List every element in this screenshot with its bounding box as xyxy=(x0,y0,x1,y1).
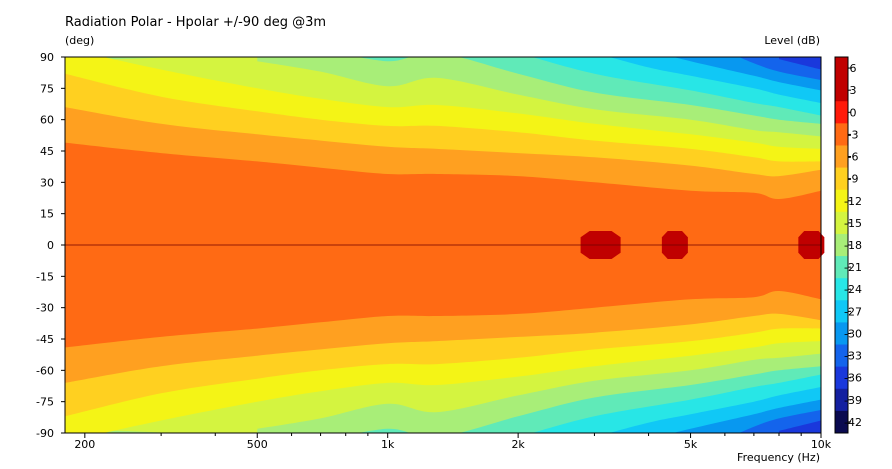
colorbar-swatch xyxy=(835,388,848,412)
colorbar-swatch xyxy=(835,57,848,80)
colorbar-label-5: -9 xyxy=(848,173,859,186)
colorbar-swatch xyxy=(835,344,848,368)
y-tick-label: 60 xyxy=(40,114,54,127)
colorbar xyxy=(835,57,848,434)
y-axis-label: (deg) xyxy=(65,34,94,47)
y-tick-label: -30 xyxy=(36,302,54,315)
x-axis-ticks: 200 500 1k 2k 5k 10k xyxy=(74,433,832,451)
colorbar-label-15: -39 xyxy=(844,394,862,407)
colorbar-label-9: -21 xyxy=(844,261,862,274)
colorbar-label-14: -36 xyxy=(844,372,862,385)
x-tick-label: 5k xyxy=(684,438,698,451)
colorbar-label-1: 3 xyxy=(850,84,857,97)
colorbar-label-2: 0 xyxy=(850,106,857,119)
chart-title: Radiation Polar - Hpolar +/-90 deg @3m xyxy=(65,15,326,30)
colorbar-swatch xyxy=(835,79,848,102)
x-tick-label: 10k xyxy=(811,438,832,451)
colorbar-label-0: 6 xyxy=(850,62,857,75)
colorbar-swatch xyxy=(835,233,848,257)
colorbar-label-3: -3 xyxy=(848,128,859,141)
y-tick-label: -75 xyxy=(36,396,54,409)
colorbar-label-7: -15 xyxy=(844,217,862,230)
colorbar-label-4: -6 xyxy=(848,151,859,164)
y-tick-label: -15 xyxy=(36,270,54,283)
heatmap-plot-area xyxy=(65,57,821,433)
x-tick-label: 200 xyxy=(74,438,95,451)
colorbar-swatch xyxy=(835,322,848,346)
colorbar-label: Level (dB) xyxy=(764,34,820,47)
colorbar-swatch xyxy=(835,256,848,279)
y-tick-label: -45 xyxy=(36,333,54,346)
y-axis-ticks: 90 75 60 45 30 15 0 -15 -30 -45 -60 -75 -90 xyxy=(36,51,65,440)
colorbar-label-10: -24 xyxy=(844,283,862,296)
y-tick-label: 15 xyxy=(40,208,54,221)
colorbar-label-13: -33 xyxy=(844,350,862,363)
y-tick-label: -60 xyxy=(36,364,54,377)
colorbar-swatch xyxy=(835,300,848,323)
colorbar-label-6: -12 xyxy=(844,195,862,208)
colorbar-label-16: -42 xyxy=(844,416,862,429)
colorbar-label-12: -30 xyxy=(844,327,862,340)
x-tick-label: 500 xyxy=(247,438,268,451)
colorbar-swatch xyxy=(835,167,848,191)
colorbar-swatch xyxy=(835,278,848,301)
colorbar-swatch xyxy=(835,123,848,146)
colorbar-swatch xyxy=(835,101,848,124)
colorbar-swatch xyxy=(835,145,848,169)
y-tick-label: 0 xyxy=(47,239,54,252)
colorbar-labels: 6 3 0 -3 -6 -9 -12 -15 -18 -21 -24 -27 -30 -33 -36 -39 -… xyxy=(844,62,862,429)
x-axis-label: Frequency (Hz) xyxy=(737,451,820,464)
y-tick-label: -90 xyxy=(36,427,54,440)
colorbar-swatch xyxy=(835,189,848,213)
x-tick-label: 1k xyxy=(381,438,395,451)
colorbar-label-8: -18 xyxy=(844,239,862,252)
colorbar-swatch xyxy=(835,410,848,434)
x-tick-label: 2k xyxy=(511,438,525,451)
y-tick-label: 75 xyxy=(40,82,54,95)
y-tick-label: 30 xyxy=(40,176,54,189)
y-tick-label: 90 xyxy=(40,51,54,64)
colorbar-swatch xyxy=(835,211,848,235)
y-tick-label: 45 xyxy=(40,145,54,158)
colorbar-label-11: -27 xyxy=(844,305,862,318)
colorbar-swatch xyxy=(835,366,848,390)
